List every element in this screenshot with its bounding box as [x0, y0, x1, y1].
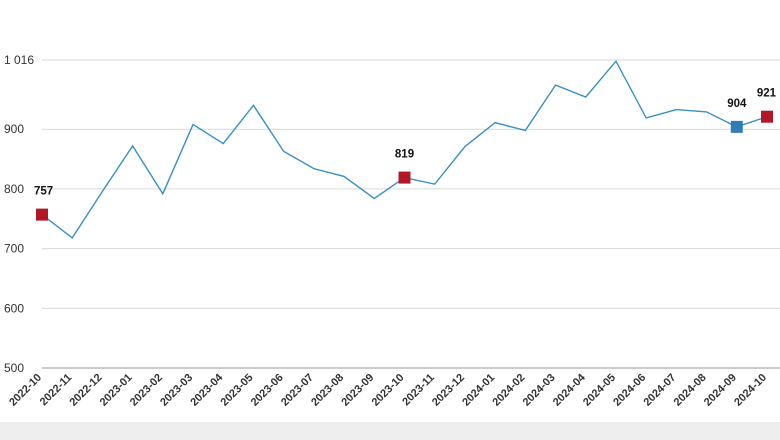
- x-tick-label: 2024-07: [641, 372, 678, 409]
- y-tick-label: 1 016: [4, 53, 34, 67]
- x-tick-label: 2023-07: [279, 372, 316, 409]
- x-tick-label: 2024-05: [581, 372, 618, 409]
- x-tick-label: 2023-03: [158, 372, 195, 409]
- data-label: 757: [34, 186, 53, 198]
- highlight-marker: [398, 171, 411, 184]
- x-tick-label: 2024-08: [672, 372, 709, 409]
- grid-lines: [42, 59, 780, 309]
- x-tick-label: 2023-10: [370, 372, 407, 409]
- x-tick-label: 2024-03: [521, 372, 558, 409]
- x-tick-label: 2023-02: [128, 372, 165, 409]
- x-tick-label: 2024-10: [732, 372, 769, 409]
- data-label: 921: [757, 88, 777, 100]
- x-tick-label: 2022-12: [68, 372, 105, 409]
- highlight-marker: [730, 120, 743, 133]
- x-axis-ticks: 2022-102022-112022-122023-012023-022023-…: [7, 371, 769, 409]
- x-tick-label: 2024-02: [490, 372, 527, 409]
- y-tick-label: 900: [4, 122, 24, 136]
- highlight-marker: [36, 208, 48, 221]
- data-label: 904: [727, 98, 747, 110]
- x-tick-label: 2023-06: [249, 372, 286, 409]
- y-tick-label: 500: [4, 361, 24, 375]
- x-tick-label: 2024-09: [702, 372, 739, 409]
- x-tick-label: 2023-01: [98, 372, 135, 409]
- footer-band: [0, 422, 780, 440]
- y-axis-ticks: 500 600 700 800 900 1 016: [4, 53, 34, 375]
- x-tick-label: 2023-12: [430, 372, 467, 409]
- highlight-markers: 757 819 904 921: [34, 88, 777, 221]
- x-tick-label: 2022-10: [7, 372, 44, 409]
- y-tick-label: 700: [4, 242, 24, 256]
- highlight-marker: [761, 110, 773, 123]
- x-tick-label: 2023-08: [309, 372, 346, 409]
- x-tick-label: 2024-01: [460, 372, 497, 409]
- y-tick-label: 600: [4, 301, 24, 315]
- x-tick-label: 2023-09: [339, 372, 376, 409]
- y-tick-label: 800: [4, 182, 24, 196]
- x-tick-label: 2023-05: [219, 372, 256, 409]
- x-tick-label: 2024-06: [611, 372, 648, 409]
- data-label: 819: [395, 149, 414, 161]
